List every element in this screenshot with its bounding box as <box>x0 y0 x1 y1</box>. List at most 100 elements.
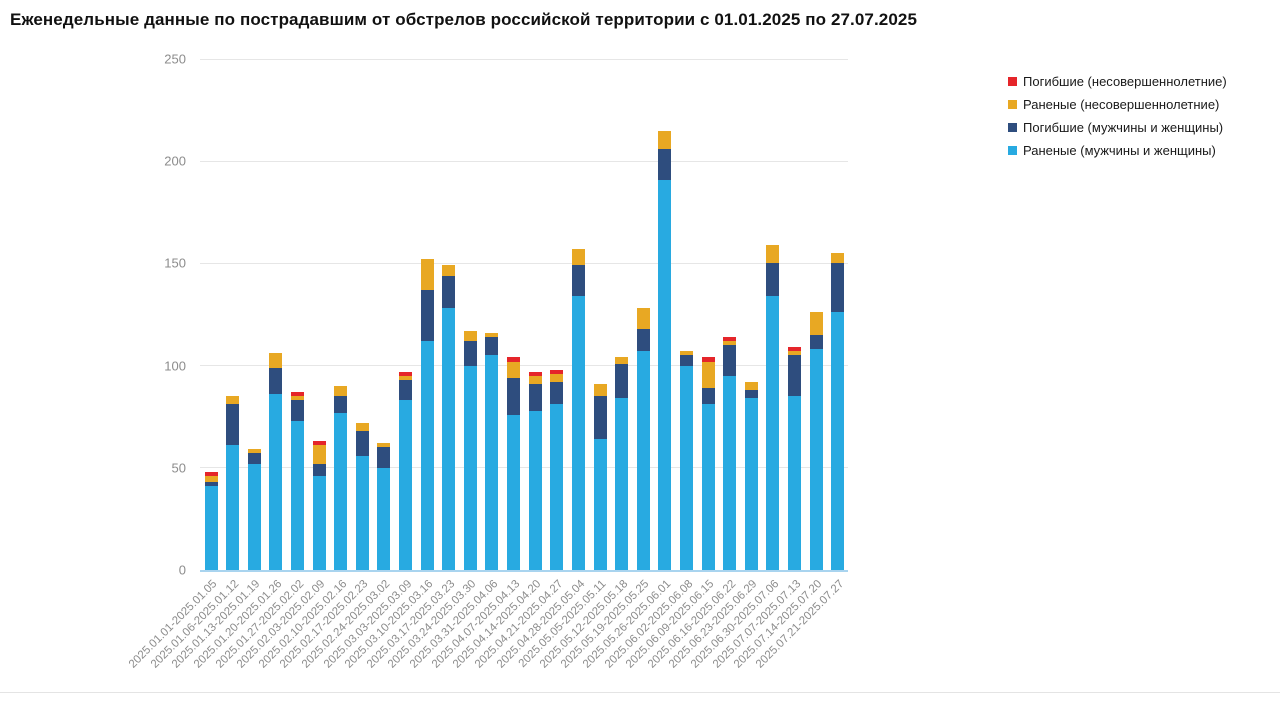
bar-segment <box>658 148 672 180</box>
x-axis-line <box>200 570 848 572</box>
bar-segment <box>550 373 564 382</box>
bar-segment <box>269 353 283 368</box>
bar-segment <box>723 375 737 570</box>
legend-swatch-lightblue <box>1008 146 1017 155</box>
gridline-150 <box>200 262 848 264</box>
bar-segment <box>766 296 780 570</box>
bar-segment <box>420 341 434 570</box>
y-tick-150: 150 <box>164 255 186 271</box>
bar-segment <box>550 381 564 405</box>
legend-swatch-navy <box>1008 123 1017 132</box>
bar-segment <box>528 371 542 376</box>
bar-segment <box>701 361 715 389</box>
gridline-50 <box>200 467 848 469</box>
bar-segment <box>831 263 845 313</box>
bar-segment <box>788 355 802 397</box>
bar-segment <box>334 412 348 570</box>
bar-segment <box>204 471 218 476</box>
bar-segment <box>766 263 780 297</box>
legend-label: Раненые (несовершеннолетние) <box>1023 97 1220 112</box>
bar-segment <box>723 341 737 346</box>
plot-area: 0 50 100 150 200 250 2025.01.01-2025.01.05 2025… <box>127 52 848 671</box>
bar-segment <box>571 296 585 570</box>
legend-item-deaths-minors: Погибшие (несовершеннолетние) <box>1008 70 1227 93</box>
bar-segment <box>226 404 240 446</box>
legend-item-wounded-minors: Раненые (несовершеннолетние) <box>1008 93 1227 116</box>
bar-segment <box>593 383 607 397</box>
bar-segment <box>528 383 542 411</box>
bar-segment <box>355 422 369 431</box>
bar-segment <box>312 441 326 446</box>
bar-segment <box>247 463 261 570</box>
bar-segment <box>355 431 369 456</box>
bar-segment <box>831 312 845 570</box>
bar-segment <box>723 336 737 342</box>
bar-segment <box>507 357 521 362</box>
bar-segment <box>550 404 564 570</box>
bar-segment <box>809 334 823 350</box>
bar-segment <box>399 400 413 570</box>
bar-segment <box>204 486 218 570</box>
gridline-200 <box>200 160 848 162</box>
bar-segment <box>204 482 218 487</box>
bar-segment <box>571 249 585 266</box>
bar-segment <box>701 357 715 362</box>
gridline-250 <box>200 58 848 60</box>
legend-swatch-orange <box>1008 100 1017 109</box>
bar-segment <box>788 396 802 570</box>
bar-segment <box>680 351 693 356</box>
bar-segment <box>312 445 326 464</box>
bar-segment <box>290 420 304 570</box>
bar-segment <box>377 467 391 570</box>
y-tick-200: 200 <box>164 153 186 169</box>
bottom-divider <box>0 692 1280 693</box>
bar-segment <box>334 386 348 397</box>
legend-label: Раненые (мужчины и женщины) <box>1023 143 1216 158</box>
bar-segment <box>528 375 542 384</box>
bar-segment <box>463 365 477 570</box>
bar-segment <box>744 398 758 570</box>
bar-segment <box>334 396 348 413</box>
legend-label: Погибшие (мужчины и женщины) <box>1023 120 1224 135</box>
bar-segment <box>788 347 802 352</box>
bar-segment <box>485 355 499 570</box>
y-tick-100: 100 <box>164 358 186 374</box>
bar-segment <box>420 289 434 342</box>
bar-segment <box>507 414 521 570</box>
bar-segment <box>507 361 521 378</box>
bar-segment <box>247 453 261 464</box>
bar-segment <box>658 179 672 570</box>
bar-segment <box>766 245 780 264</box>
bar-segment <box>377 447 391 468</box>
y-tick-0: 0 <box>178 562 186 578</box>
bar-segment <box>312 475 326 570</box>
bar-segment <box>680 365 693 570</box>
bar-segment <box>571 265 585 297</box>
bar-segment <box>809 312 823 335</box>
bar-segment <box>312 463 326 476</box>
bar-segment <box>550 369 564 374</box>
bar-segment <box>593 439 607 570</box>
bar-segment <box>658 130 672 149</box>
y-tick-50: 50 <box>171 460 186 476</box>
bar-segment <box>442 308 456 570</box>
bar-segment <box>226 396 240 405</box>
bar-segment <box>226 445 240 570</box>
bar-segment <box>723 345 737 376</box>
bar-segment <box>485 332 499 337</box>
bar-segment <box>680 355 693 366</box>
bar-segment <box>809 349 823 570</box>
bar-segment <box>290 400 304 421</box>
bar-segment <box>788 351 802 356</box>
bar-segment <box>744 390 758 399</box>
bar-segment <box>355 455 369 570</box>
legend-label: Погибшие (несовершеннолетние) <box>1023 74 1227 89</box>
bar-segment <box>399 379 413 401</box>
bar-segment <box>636 308 650 329</box>
bar-segment <box>701 388 715 405</box>
bar-segment <box>485 336 499 356</box>
bar-segment <box>744 381 758 391</box>
y-tick-250: 250 <box>164 51 186 67</box>
bar-segment <box>290 392 304 397</box>
bar-segment <box>377 443 391 448</box>
